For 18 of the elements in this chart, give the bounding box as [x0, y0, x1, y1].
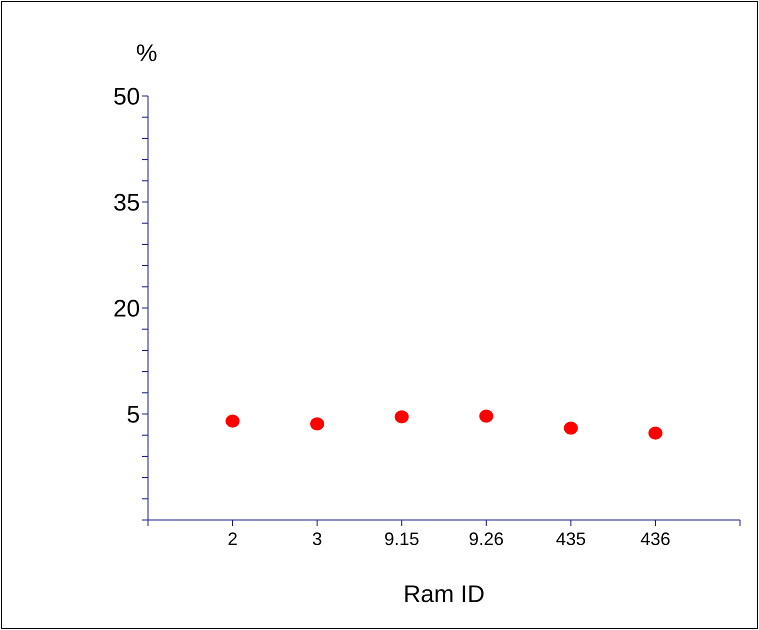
point: [226, 414, 240, 428]
x-tick-label: 9.15: [384, 528, 420, 549]
point: [479, 410, 494, 423]
x-tick-label: 2: [228, 528, 238, 549]
y-tick-label: 20: [113, 296, 140, 323]
point: [564, 422, 578, 435]
y-tick-label: 5: [126, 402, 140, 429]
y-axis-title: %: [136, 40, 158, 68]
point: [648, 426, 662, 440]
x-tick-label: 3: [312, 528, 322, 549]
y-tick-label: 35: [113, 190, 140, 217]
point: [394, 410, 409, 424]
x-tick-label: 9.26: [468, 528, 504, 549]
y-tick-label: 50: [113, 84, 140, 111]
x-tick-label: 436: [640, 528, 670, 549]
point: [310, 417, 324, 430]
x-axis-title: Ram ID: [403, 581, 485, 608]
x-tick-label: 435: [556, 528, 586, 549]
